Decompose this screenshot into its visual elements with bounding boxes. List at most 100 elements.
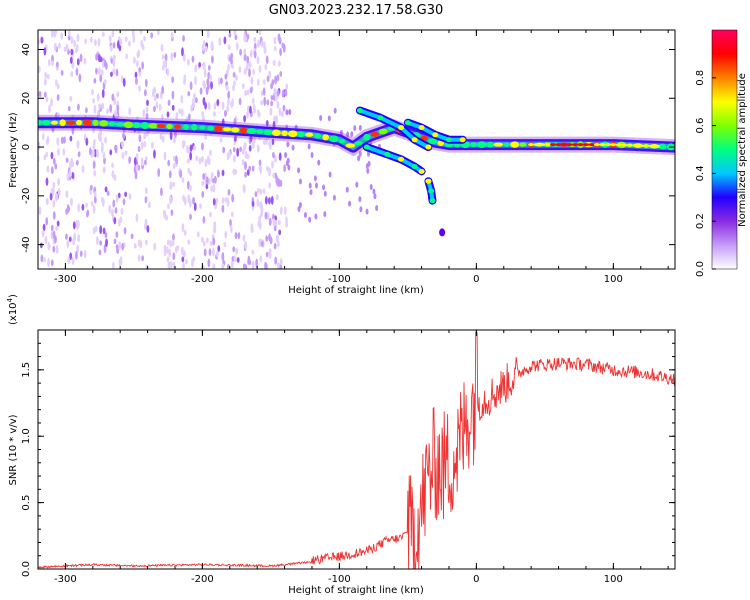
noise-speckle	[224, 230, 228, 239]
colorbar-gradient	[711, 29, 738, 270]
spectral-peak	[329, 135, 339, 143]
noise-speckle	[283, 206, 287, 216]
noise-speckle	[52, 245, 56, 253]
noise-speckle	[372, 188, 376, 195]
noise-speckle	[166, 111, 170, 118]
noise-speckle	[273, 155, 277, 163]
noise-speckle	[164, 60, 168, 69]
noise-speckle	[230, 260, 234, 269]
noise-speckle	[231, 98, 234, 107]
noise-speckle	[169, 131, 173, 141]
noise-speckle	[213, 110, 216, 118]
noise-speckle	[65, 190, 69, 199]
noise-speckle	[183, 229, 187, 236]
noise-speckle	[67, 105, 71, 112]
noise-speckle	[67, 35, 71, 41]
noise-speckle	[172, 233, 175, 242]
noise-speckle	[176, 245, 180, 251]
spectral-peak	[50, 120, 59, 125]
noise-speckle	[69, 135, 73, 142]
noise-speckle	[277, 60, 281, 67]
noise-speckle	[113, 54, 116, 61]
noise-speckle	[43, 257, 46, 263]
noise-speckle	[251, 165, 255, 172]
spectral-peak	[445, 137, 452, 143]
noise-speckle	[239, 48, 242, 56]
noise-speckle	[209, 74, 212, 81]
noise-speckle	[271, 160, 274, 169]
noise-speckle	[231, 193, 235, 203]
noise-speckle	[210, 40, 214, 50]
spectral-peak	[588, 143, 595, 147]
noise-speckle	[181, 256, 185, 263]
noise-speckle	[355, 181, 359, 188]
noise-speckle	[94, 39, 97, 47]
noise-speckle	[121, 242, 125, 251]
noise-speckle	[93, 104, 97, 114]
noise-speckle	[228, 32, 232, 38]
noise-speckle	[96, 111, 100, 118]
spectral-peak	[115, 122, 126, 127]
noise-speckle	[88, 147, 92, 156]
noise-speckle	[51, 60, 54, 67]
noise-speckle	[276, 262, 280, 269]
spectral-peak	[384, 151, 391, 157]
noise-speckle	[272, 151, 275, 159]
noise-speckle	[172, 155, 176, 162]
noise-speckle	[57, 187, 61, 196]
noise-speckle	[205, 183, 209, 190]
spectral-peak	[377, 115, 384, 121]
noise-speckle	[155, 101, 159, 109]
noise-speckle	[75, 220, 78, 229]
y-tick-label: 1.5	[21, 362, 32, 378]
noise-speckle	[235, 42, 239, 51]
spectral-peak	[41, 120, 51, 126]
noise-speckle	[90, 36, 93, 43]
noise-speckle	[353, 125, 357, 132]
noise-speckle	[165, 214, 168, 221]
y-tick-label: 20	[21, 92, 32, 105]
noise-speckle	[58, 42, 61, 49]
noise-speckle	[130, 233, 134, 240]
noise-speckle	[169, 181, 173, 191]
spectral-peak	[256, 129, 264, 135]
x-tick-label: -100	[328, 274, 351, 285]
noise-speckle	[93, 196, 97, 204]
noise-speckle	[38, 65, 41, 73]
noise-speckle	[245, 63, 249, 71]
spectral-peak	[398, 156, 405, 162]
noise-speckle	[279, 70, 283, 77]
noise-speckle	[187, 194, 191, 200]
noise-speckle	[205, 176, 209, 185]
noise-speckle	[268, 70, 272, 78]
noise-speckle	[45, 151, 49, 158]
spectral-peak	[539, 143, 546, 147]
noise-speckle	[161, 85, 165, 95]
noise-speckle	[270, 195, 274, 205]
noise-speckle	[138, 134, 142, 143]
noise-speckle	[141, 255, 145, 262]
noise-speckle	[104, 232, 108, 239]
spectral-peak	[610, 143, 617, 147]
noise-speckle	[369, 184, 373, 191]
noise-speckle	[53, 42, 57, 52]
spectral-peak	[577, 143, 584, 147]
noise-speckle	[93, 77, 97, 84]
noise-speckle	[201, 142, 204, 151]
noise-speckle	[274, 256, 278, 265]
noise-speckle	[108, 204, 112, 214]
noise-speckle	[323, 211, 327, 218]
noise-speckle	[189, 151, 193, 161]
noise-speckle	[137, 145, 141, 153]
noise-speckle	[195, 155, 199, 162]
noise-speckle	[66, 172, 70, 182]
noise-speckle	[258, 238, 262, 248]
colorbar: 0.0 0.2 0.4 0.6 0.8 Normalized spectral ampl…	[695, 29, 748, 277]
noise-speckle	[258, 217, 261, 227]
noise-speckle	[221, 101, 225, 110]
noise-speckle	[269, 107, 273, 116]
noise-speckle	[71, 256, 75, 265]
noise-speckle	[55, 61, 59, 68]
noise-speckle	[50, 230, 54, 240]
